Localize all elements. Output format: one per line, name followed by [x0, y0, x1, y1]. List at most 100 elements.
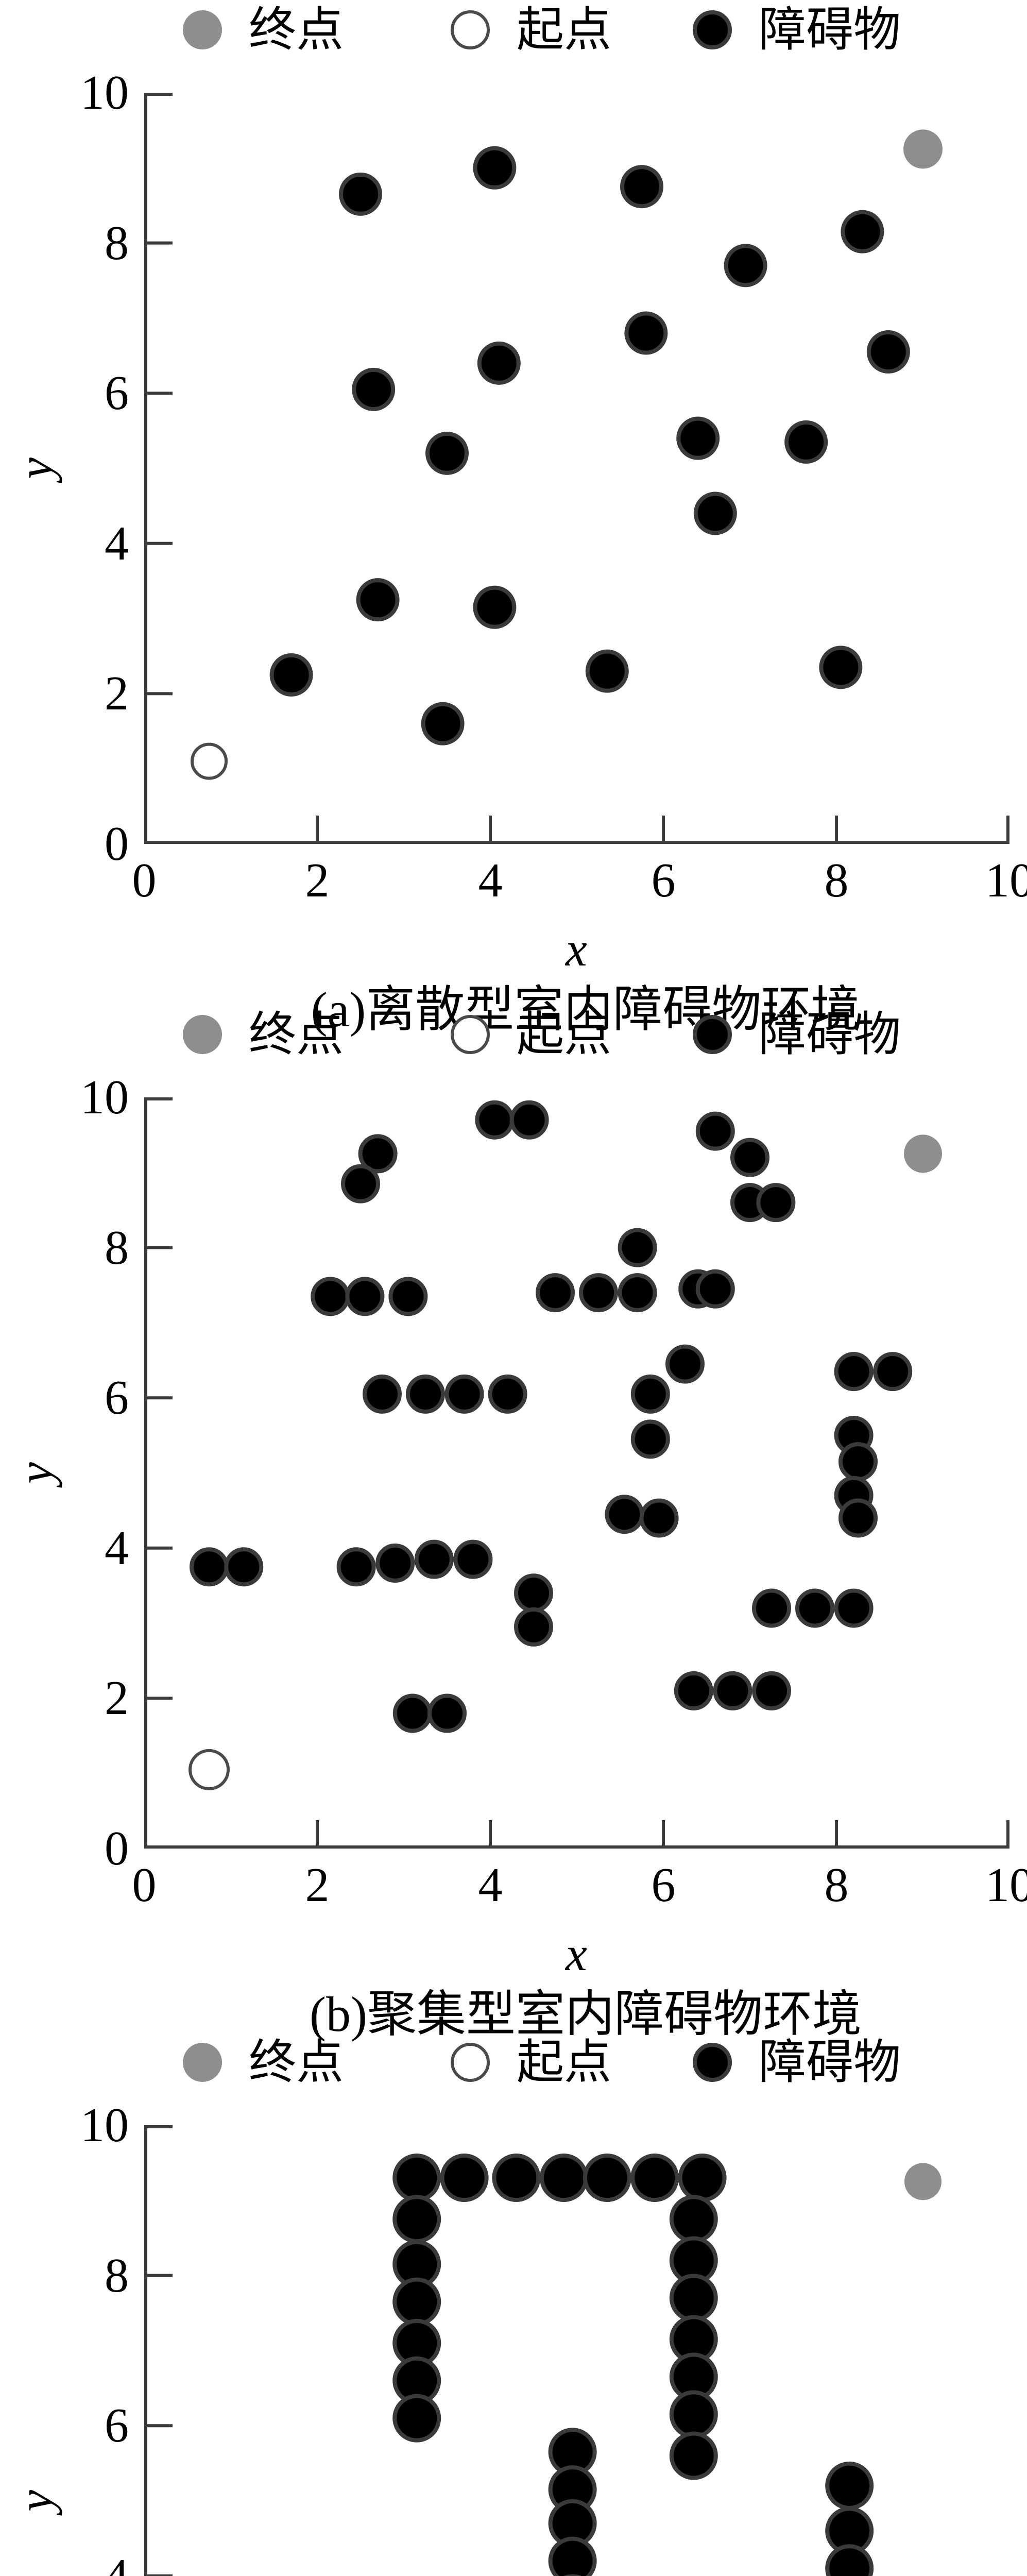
- x-tick-label: 2: [305, 1858, 330, 1912]
- legend-item-start: 起点: [451, 1010, 611, 1059]
- legend-label-obstacle: 障碍物: [759, 2036, 901, 2089]
- obstacle-dot: [693, 492, 737, 535]
- obstacle-dot: [475, 1100, 515, 1140]
- start-point-marker-icon: [451, 1015, 490, 1054]
- x-axis-label: x: [566, 1927, 587, 1981]
- x-tick-label: 6: [651, 1858, 676, 1912]
- obstacle-dot: [678, 2154, 727, 2202]
- end-point-marker: [904, 1134, 942, 1173]
- obstacle-dot: [392, 1693, 432, 1733]
- obstacle-dot: [620, 165, 663, 209]
- y-axis-label: y: [8, 2490, 62, 2512]
- obstacle-dot: [838, 1442, 878, 1482]
- obstacle-dot: [579, 1273, 618, 1313]
- x-tick-label: 10: [985, 1858, 1027, 1912]
- obstacle-dot: [352, 367, 396, 411]
- obstacle-dot: [630, 2154, 679, 2202]
- obstacle-dot: [514, 1607, 553, 1647]
- end-point-marker: [904, 2163, 942, 2200]
- legend-item-obstacle: 障碍物: [693, 2038, 901, 2087]
- plot-area: 0 2 4 6 8 10 0 2 4 6 8 10 y x: [0, 1005, 1027, 2009]
- y-axis-label: y: [8, 457, 62, 479]
- panel-clustered-environment: 终点 起点 障碍物 0 2 4 6 8 10 0 2 4 6 8 10 y x (b)聚集型室内障碍物环境: [0, 1005, 1027, 2040]
- obstacle-dot: [509, 1100, 549, 1140]
- obstacle-dot: [695, 1269, 735, 1309]
- x-tick-label: 2: [305, 854, 330, 907]
- obstacle-marker-icon: [693, 10, 732, 49]
- legend-item-end: 终点: [183, 5, 344, 55]
- x-tick-label: 6: [651, 854, 676, 907]
- x-tick-label: 4: [478, 854, 503, 907]
- obstacle-marker-icon: [693, 1015, 732, 1054]
- obstacle-dot: [363, 1374, 402, 1414]
- y-tick-label: 10: [80, 66, 129, 120]
- obstacle-dot: [825, 2461, 874, 2510]
- obstacle-dot: [834, 1352, 874, 1392]
- obstacle-dot: [311, 1277, 350, 1316]
- obstacle-dot: [756, 1183, 796, 1223]
- y-tick-label: 2: [105, 1671, 129, 1725]
- y-tick-label: 0: [105, 1822, 129, 1875]
- y-tick-label: 6: [105, 2399, 129, 2453]
- obstacle-marker-icon: [693, 2043, 732, 2082]
- y-tick-label: 4: [105, 1521, 129, 1575]
- obstacle-dot: [873, 1352, 913, 1392]
- obstacle-dot: [358, 1134, 398, 1174]
- obstacle-dot: [392, 2394, 441, 2443]
- obstacle-dot: [695, 1111, 735, 1151]
- y-tick-label: 10: [80, 2098, 129, 2152]
- obstacle-dot: [473, 146, 517, 190]
- start-point-marker: [191, 742, 228, 780]
- obstacle-dot: [630, 1374, 670, 1414]
- obstacle-dot: [539, 2154, 588, 2202]
- obstacle-dot: [444, 1374, 484, 1414]
- legend-label-obstacle: 障碍物: [759, 1008, 901, 1061]
- obstacle-dot: [336, 1547, 376, 1587]
- end-point-marker-icon: [183, 1015, 222, 1054]
- obstacle-dot: [795, 1588, 834, 1628]
- obstacle-dot: [713, 1671, 752, 1710]
- obstacle-dot: [488, 1374, 527, 1414]
- legend-label-obstacle: 障碍物: [759, 4, 901, 56]
- plot-area: 0 2 4 6 8 10 0 2 4 6 8 10 y x: [0, 0, 1027, 1005]
- start-point-marker: [189, 1749, 230, 1790]
- obstacle-dot: [392, 2277, 441, 2326]
- end-point-marker-icon: [183, 2043, 222, 2082]
- obstacle-dot: [392, 2154, 441, 2202]
- end-point-marker: [903, 129, 943, 169]
- obstacle-dot: [752, 1671, 791, 1710]
- y-tick-label: 8: [105, 1221, 129, 1275]
- obstacle-dot: [339, 172, 382, 216]
- obstacle-dot: [819, 646, 863, 689]
- y-tick-label: 0: [105, 817, 129, 871]
- obstacle-dot: [676, 416, 720, 460]
- obstacle-dot: [473, 585, 517, 629]
- obstacle-dot: [618, 1273, 657, 1313]
- obstacle-dot: [669, 2431, 718, 2480]
- obstacle-dot: [841, 210, 884, 253]
- obstacle-dot: [639, 1498, 679, 1538]
- obstacle-dot: [440, 2154, 489, 2202]
- obstacle-dot: [224, 1547, 264, 1587]
- obstacle-dot: [605, 1495, 644, 1534]
- y-tick-label: 8: [105, 2248, 129, 2302]
- legend-item-obstacle: 障碍物: [693, 1010, 901, 1059]
- x-tick-label: 8: [824, 854, 849, 907]
- obstacle-dot: [345, 1277, 385, 1316]
- obstacle-dot: [825, 2544, 874, 2576]
- obstacle-dot: [536, 1273, 575, 1313]
- legend-label-start: 起点: [517, 2036, 612, 2089]
- obstacle-dot: [375, 1543, 415, 1583]
- obstacle-dot: [585, 649, 629, 693]
- x-axis-label: x: [566, 923, 587, 976]
- obstacle-dot: [752, 1588, 791, 1628]
- obstacle-dot: [724, 244, 767, 287]
- start-point-marker-icon: [451, 2043, 490, 2082]
- obstacle-dot: [341, 1164, 380, 1204]
- obstacle-dot: [548, 2536, 597, 2576]
- obstacle-dot: [414, 1539, 454, 1579]
- legend-label-end: 终点: [249, 2036, 344, 2089]
- obstacle-dot: [618, 1228, 657, 1267]
- obstacle-dot: [269, 653, 313, 697]
